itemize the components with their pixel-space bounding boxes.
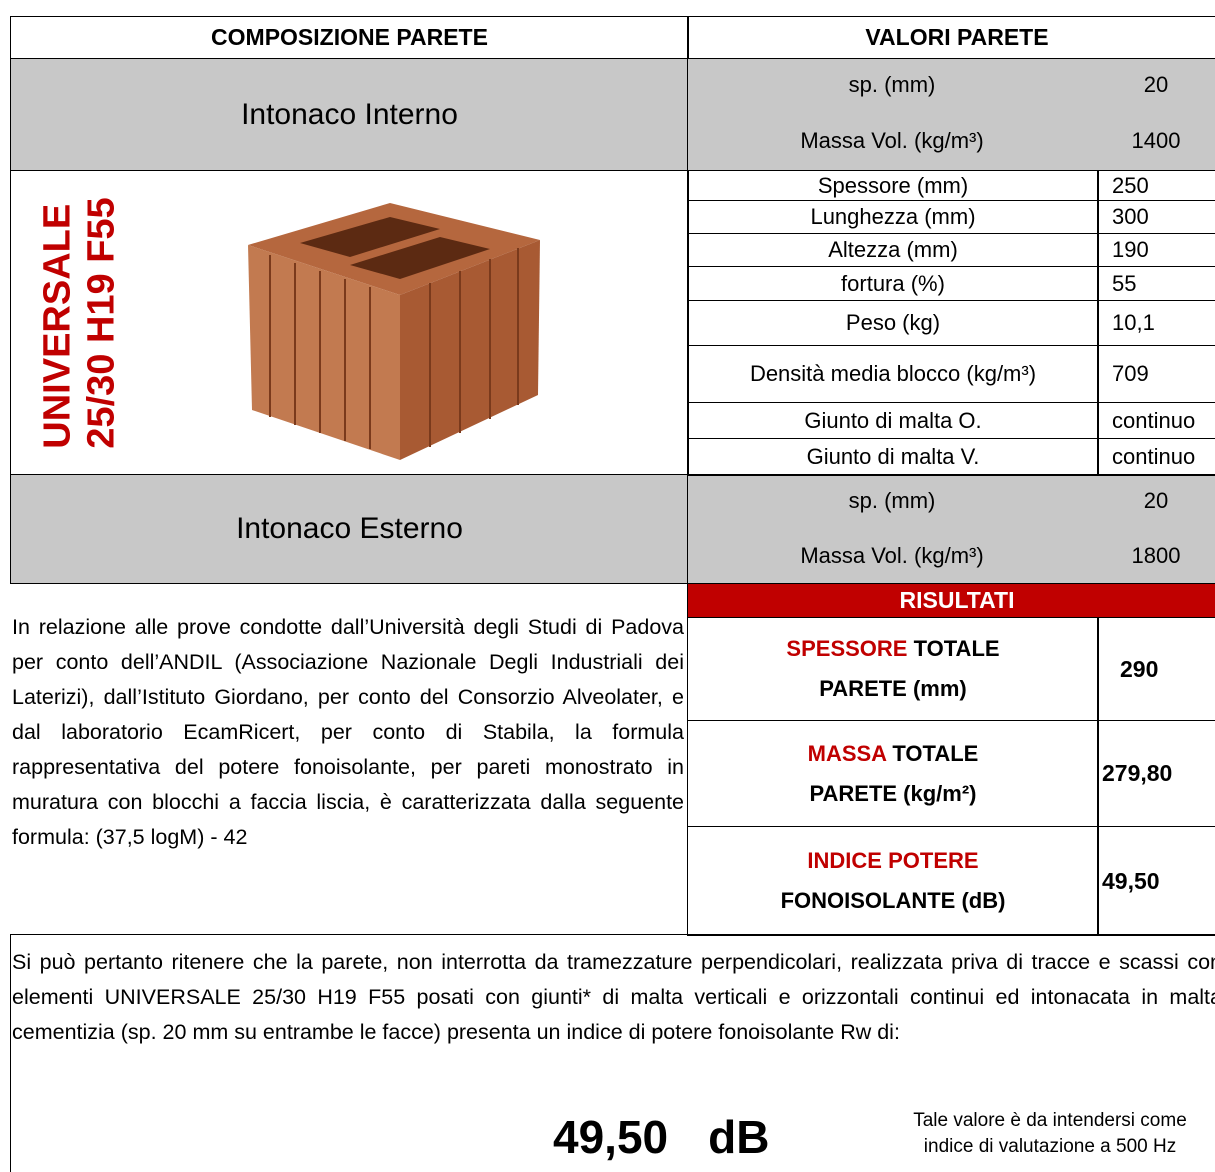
result-label-red: SPESSORE bbox=[786, 636, 908, 661]
label: Massa Vol. (kg/m³) bbox=[800, 128, 984, 153]
value: 300 bbox=[1097, 200, 1215, 234]
result-display: 49,50 dB bbox=[553, 1110, 769, 1164]
result-label-line: INDICE POTERE bbox=[807, 841, 978, 881]
value: 190 bbox=[1097, 233, 1215, 267]
label: sp. (mm) bbox=[848, 488, 936, 513]
result-label-line: PARETE (mm) bbox=[819, 676, 967, 701]
result-label-rest: TOTALE bbox=[913, 636, 1000, 661]
block-name-line: UNIVERSALE bbox=[37, 203, 79, 449]
result-label: SPESSORE TOTALE PARETE (mm) bbox=[687, 617, 1099, 721]
label: Massa Vol. (kg/m³) bbox=[800, 543, 984, 568]
result-label-line: MASSA TOTALE bbox=[808, 734, 979, 774]
label: Lunghezza (mm) bbox=[687, 200, 1099, 234]
result-label-line: FONOISOLANTE (dB) bbox=[780, 888, 1006, 913]
result-label-red: MASSA bbox=[807, 740, 887, 766]
value: 250 bbox=[1097, 170, 1215, 201]
layer-values bbox=[687, 58, 1215, 171]
value: 10,1 bbox=[1097, 300, 1215, 346]
value: continuo bbox=[1097, 402, 1215, 439]
result-value: 279,80 bbox=[1097, 720, 1215, 827]
result-label-red: INDICE POTERE bbox=[807, 848, 979, 873]
result-label-line: PARETE (kg/m²) bbox=[809, 780, 977, 806]
value: 20 bbox=[1143, 72, 1169, 97]
header-right: VALORI PARETE bbox=[687, 16, 1215, 59]
label: Altezza (mm) bbox=[687, 233, 1099, 267]
value: continuo bbox=[1097, 438, 1215, 476]
result-label: INDICE POTERE FONOISOLANTE (dB) bbox=[687, 826, 1099, 936]
note: Tale valore è da intendersi come indice d… bbox=[840, 1108, 1215, 1160]
results-title: RISULTATI bbox=[687, 583, 1215, 618]
layer-title: Intonaco Interno bbox=[10, 58, 689, 171]
value: 20 bbox=[1143, 488, 1169, 513]
block-name-text: UNIVERSALE 25/30 H19 F55 bbox=[36, 197, 124, 448]
result-unit: dB bbox=[708, 1111, 770, 1163]
value: 709 bbox=[1097, 345, 1215, 403]
value: 55 bbox=[1097, 266, 1215, 301]
value: 1800 bbox=[1131, 543, 1181, 568]
note-line: Tale valore è da intendersi come bbox=[913, 1110, 1187, 1131]
label: Giunto di malta O. bbox=[687, 402, 1099, 439]
layer-title: Intonaco Esterno bbox=[10, 474, 689, 584]
note-line: indice di valutazione a 500 Hz bbox=[923, 1136, 1177, 1157]
label: Giunto di malta V. bbox=[687, 438, 1099, 476]
value: 1400 bbox=[1131, 128, 1181, 153]
brick-image bbox=[248, 203, 540, 460]
label: Spessore (mm) bbox=[687, 170, 1099, 201]
label: Densità media blocco (kg/m³) bbox=[687, 345, 1099, 403]
block-name-line: 25/30 H19 F55 bbox=[81, 196, 123, 449]
result-label: MASSA TOTALE PARETE (kg/m²) bbox=[687, 720, 1099, 827]
label: Peso (kg) bbox=[687, 300, 1099, 346]
result-value: 49,50 bbox=[553, 1111, 669, 1163]
result-label-line: SPESSORE TOTALE bbox=[786, 629, 999, 669]
result-value: 49,50 bbox=[1097, 826, 1215, 936]
label: fortura (%) bbox=[687, 266, 1099, 301]
result-value: 290 bbox=[1097, 617, 1215, 721]
header-left: COMPOSIZIONE PARETE bbox=[10, 16, 689, 59]
block-name: UNIVERSALE 25/30 H19 F55 bbox=[20, 170, 140, 475]
layer-values bbox=[687, 474, 1215, 584]
description: In relazione alle prove condotte dall’Un… bbox=[12, 615, 684, 849]
conclusion: Si può pertanto ritenere che la parete, … bbox=[12, 950, 1215, 1044]
conclusion-box bbox=[10, 934, 1215, 1172]
result-label-rest: TOTALE bbox=[892, 740, 979, 766]
label: sp. (mm) bbox=[848, 72, 936, 97]
